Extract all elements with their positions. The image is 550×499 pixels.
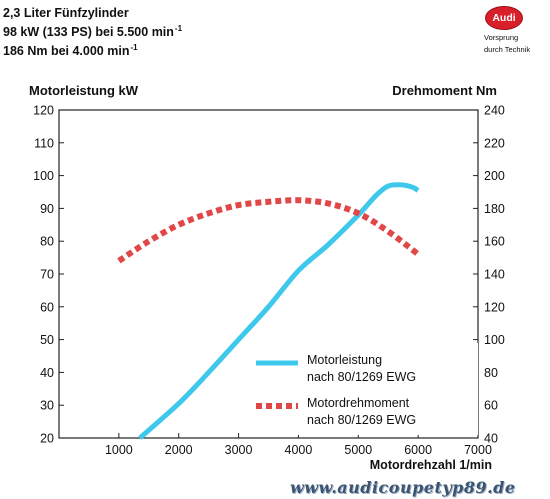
y2-tick-label: 140 bbox=[484, 268, 505, 282]
audi-logo-badge: Audi bbox=[485, 6, 523, 30]
y2-tick-label: 100 bbox=[484, 333, 505, 347]
y-tick-label: 50 bbox=[40, 333, 54, 347]
logo-slogan-line2: durch Technik bbox=[484, 45, 531, 54]
watermark-url: www.audicoupetyp89.de bbox=[290, 478, 516, 497]
y-tick-label: 90 bbox=[40, 202, 54, 216]
y-tick-label: 40 bbox=[40, 366, 54, 380]
power-spec: 98 kW (133 PS) bei 5.500 min-1 bbox=[3, 21, 182, 40]
x-axis-title: Motordrehzahl 1/min bbox=[370, 458, 492, 472]
legend-box bbox=[240, 343, 478, 435]
y-tick-label: 60 bbox=[40, 300, 54, 314]
y-tick-label: 120 bbox=[33, 104, 54, 118]
audi-logo: Audi Vorsprung durch Technik bbox=[484, 6, 548, 54]
y2-tick-label: 40 bbox=[484, 432, 498, 446]
torque-spec-unit-exponent: -1 bbox=[130, 43, 138, 52]
power-curve-line bbox=[138, 182, 420, 440]
torque-spec: 186 Nm bei 4.000 min-1 bbox=[3, 40, 182, 59]
power-spec-text: 98 kW (133 PS) bei 5.500 min bbox=[3, 25, 174, 39]
y2-tick-label: 80 bbox=[484, 366, 498, 380]
y-tick-label: 30 bbox=[40, 399, 54, 413]
y2-axis-title: Drehmoment Nm bbox=[392, 83, 497, 98]
legend-torque-norm: nach 80/1269 EWG bbox=[307, 413, 416, 427]
y2-tick-label: 60 bbox=[484, 399, 498, 413]
torque-spec-text: 186 Nm bei 4.000 min bbox=[3, 44, 130, 58]
x-tick-label: 2000 bbox=[165, 443, 193, 457]
y-axis-title: Motorleistung kW bbox=[29, 83, 139, 98]
y-tick-label: 70 bbox=[40, 268, 54, 282]
x-tick-label: 5000 bbox=[344, 443, 372, 457]
x-tick-label: 1000 bbox=[105, 443, 133, 457]
x-tick-label: 7000 bbox=[464, 443, 492, 457]
y-tick-label: 20 bbox=[40, 432, 54, 446]
y-tick-label: 110 bbox=[34, 136, 54, 150]
y-tick-label: 100 bbox=[33, 169, 54, 183]
logo-slogan-line1: Vorsprung bbox=[484, 33, 519, 42]
x-tick-label: 3000 bbox=[225, 443, 253, 457]
engine-title-text: 2,3 Liter Fünfzylinder bbox=[3, 6, 129, 20]
torque-curve-line bbox=[117, 197, 420, 264]
y2-tick-label: 220 bbox=[484, 136, 505, 150]
y2-tick-label: 120 bbox=[484, 300, 505, 314]
y2-tick-label: 200 bbox=[484, 169, 505, 183]
y-tick-label: 80 bbox=[40, 235, 54, 249]
legend-power-label: Motorleistung bbox=[307, 353, 382, 367]
legend-torque-label: Motordrehmoment bbox=[307, 396, 410, 410]
x-tick-label: 4000 bbox=[285, 443, 313, 457]
y2-tick-label: 180 bbox=[484, 202, 505, 216]
engine-title: 2,3 Liter Fünfzylinder bbox=[3, 6, 182, 21]
power-spec-unit-exponent: -1 bbox=[174, 24, 183, 33]
x-tick-label: 6000 bbox=[404, 443, 432, 457]
y2-tick-label: 160 bbox=[484, 235, 505, 249]
legend-power-norm: nach 80/1269 EWG bbox=[307, 370, 416, 384]
engine-spec-header: 2,3 Liter Fünfzylinder 98 kW (133 PS) be… bbox=[3, 6, 182, 59]
y2-tick-label: 240 bbox=[484, 104, 505, 118]
